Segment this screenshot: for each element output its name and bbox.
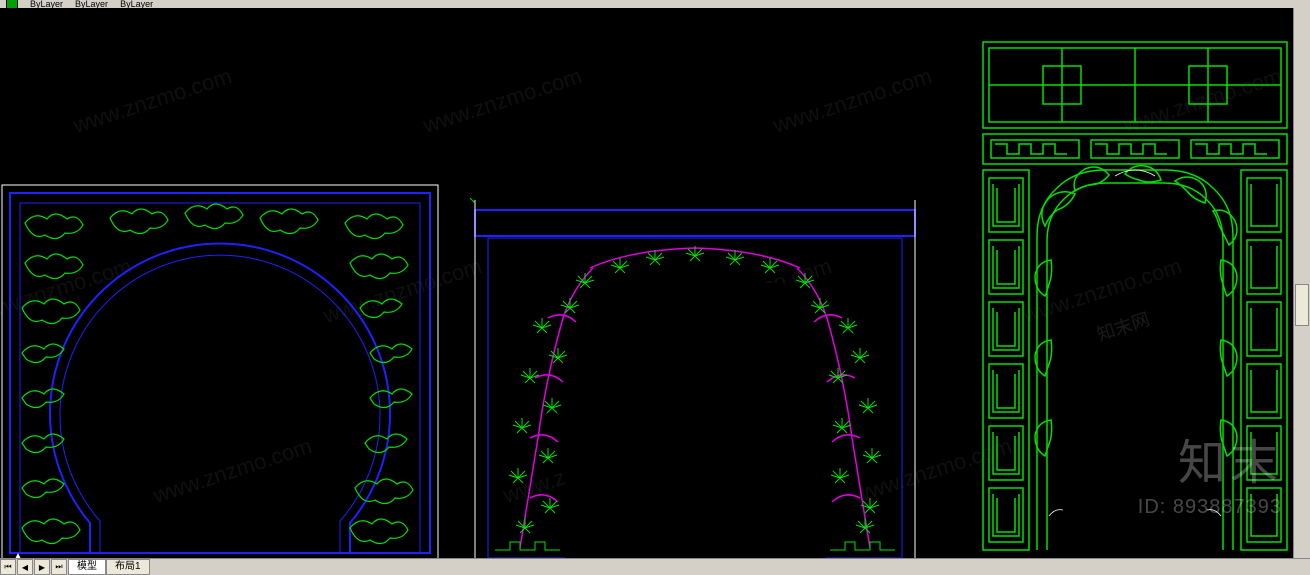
scrollbar-thumb[interactable] (1295, 284, 1309, 326)
watermark-url: www.znzmo.com (420, 63, 585, 139)
tab-prev-button[interactable]: ◀ (17, 559, 33, 575)
moon-gate-drawing (0, 183, 440, 559)
layout-tabs-bar: ⏮ ◀ ▶ ⏭ 模型 布局1 (0, 558, 1310, 575)
tab-model[interactable]: 模型 (68, 559, 106, 575)
watermark-url: www.znzmo.com (770, 63, 935, 139)
vertical-scrollbar[interactable] (1293, 8, 1310, 559)
tab-first-button[interactable]: ⏮ (0, 559, 16, 575)
drawing-canvas[interactable]: www.znzmo.com www.znzmo.com www.znzmo.co… (0, 8, 1310, 559)
tab-next-button[interactable]: ▶ (34, 559, 50, 575)
tab-last-button[interactable]: ⏭ (51, 559, 67, 575)
lattice-arch-drawing (975, 36, 1295, 556)
watermark-url: www.znzmo.com (70, 63, 235, 139)
pine-arch-drawing (470, 198, 920, 558)
tab-layout1[interactable]: 布局1 (106, 559, 150, 575)
